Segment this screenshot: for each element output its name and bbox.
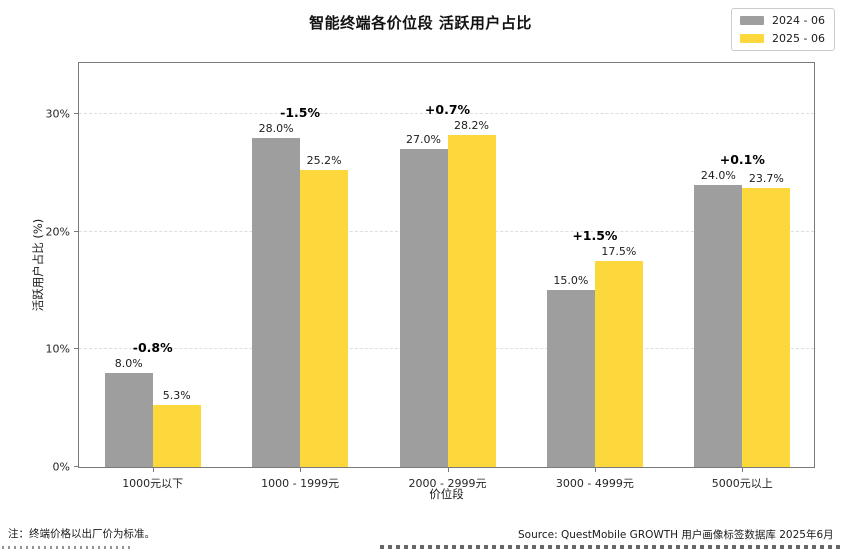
cropped-text-artifact [380,545,841,549]
bar-2024-06-5 [694,184,743,467]
x-axis-title: 价位段 [429,487,464,501]
bar-value-label: 27.0% [406,133,441,147]
bar-2025-06-4 [594,261,643,467]
x-tick-mark [152,467,154,472]
legend-swatch-2025 [740,34,765,43]
x-tick-mark [300,467,302,472]
legend: 2024 - 06 2025 - 06 [731,8,835,51]
source-credit: Source: QuestMobile GROWTH 用户画像标签数据库 202… [518,529,834,541]
x-tick-label: 1000元以下 [122,477,184,490]
bar-2024-06-2 [252,137,301,467]
change-label: -0.8% [132,339,173,355]
y-tick-mark [74,466,79,467]
bar-2025-06-3 [447,135,496,467]
plot-area: 0% 10% 20% 30% 8.0% 5.3% -0.8% 1000元以下 28.0% 25.2… [46,62,815,490]
legend-item-2024: 2024 - 06 [740,14,825,27]
y-tick-mark [74,348,79,350]
bar-value-label: 28.0% [258,121,294,135]
bar-2024-06-3 [399,149,448,467]
x-tick-mark [447,467,449,472]
bar-value-label: 28.2% [454,119,489,133]
bar-value-label: 17.5% [601,245,637,259]
y-tick-label: 20% [45,225,70,239]
y-tick-mark [74,230,79,232]
bar-value-label: 5.3% [162,388,191,402]
gridline-30 [79,112,814,114]
bar-value-label: 15.0% [553,274,589,288]
change-label: +0.1% [719,151,765,167]
change-label: +0.7% [424,102,471,118]
footnote: 注：终端价格以出厂价为标准。 [8,528,155,540]
x-tick-label: 1000 - 1999元 [261,477,340,490]
x-tick-mark [594,467,596,472]
bar-2025-06-2 [300,170,349,467]
change-label: +1.5% [572,228,618,244]
bar-value-label: 8.0% [114,356,143,370]
bar-2025-06-5 [742,188,791,467]
legend-swatch-2024 [740,16,765,25]
y-axis-title: 活跃用户占比 (%) [31,218,45,312]
bar-2024-06-4 [546,290,595,467]
change-label: -1.5% [280,104,321,120]
y-tick-label: 10% [45,342,70,356]
legend-item-2025: 2025 - 06 [740,32,825,45]
bar-2025-06-1 [152,404,201,467]
legend-label: 2024 - 06 [772,14,825,27]
legend-label: 2025 - 06 [772,32,825,45]
bar-value-label: 23.7% [748,172,784,186]
x-tick-label: 5000元以上 [711,477,773,490]
x-tick-mark [742,467,744,472]
bar-2024-06-1 [104,372,153,467]
x-tick-label: 3000 - 4999元 [555,477,634,490]
y-tick-label: 30% [45,107,70,121]
bar-value-label: 25.2% [306,154,342,168]
y-tick-mark [74,112,79,114]
y-tick-label: 0% [52,460,70,474]
chart-title: 智能终端各价位段 活跃用户占比 [309,14,532,32]
bar-value-label: 24.0% [700,168,736,182]
x-tick-label: 2000 - 2999元 [408,477,487,490]
cropped-text-artifact [2,546,132,549]
